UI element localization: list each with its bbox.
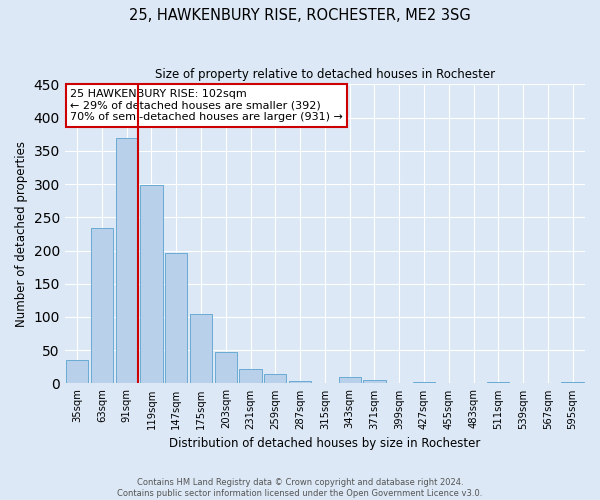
Bar xyxy=(413,382,435,384)
Bar xyxy=(66,360,88,384)
Bar xyxy=(264,374,286,384)
Bar xyxy=(165,252,187,384)
Title: Size of property relative to detached houses in Rochester: Size of property relative to detached ho… xyxy=(155,68,495,80)
Bar xyxy=(363,380,386,384)
Bar xyxy=(91,228,113,384)
Bar xyxy=(338,377,361,384)
Bar xyxy=(215,352,237,384)
Bar xyxy=(190,314,212,384)
Bar xyxy=(487,382,509,384)
Bar xyxy=(116,138,138,384)
Bar xyxy=(140,186,163,384)
Text: 25 HAWKENBURY RISE: 102sqm
← 29% of detached houses are smaller (392)
70% of sem: 25 HAWKENBURY RISE: 102sqm ← 29% of deta… xyxy=(70,89,343,122)
Bar xyxy=(562,382,584,384)
Text: 25, HAWKENBURY RISE, ROCHESTER, ME2 3SG: 25, HAWKENBURY RISE, ROCHESTER, ME2 3SG xyxy=(129,8,471,22)
Bar xyxy=(239,369,262,384)
Text: Contains HM Land Registry data © Crown copyright and database right 2024.
Contai: Contains HM Land Registry data © Crown c… xyxy=(118,478,482,498)
Y-axis label: Number of detached properties: Number of detached properties xyxy=(15,141,28,327)
X-axis label: Distribution of detached houses by size in Rochester: Distribution of detached houses by size … xyxy=(169,437,481,450)
Bar xyxy=(289,381,311,384)
